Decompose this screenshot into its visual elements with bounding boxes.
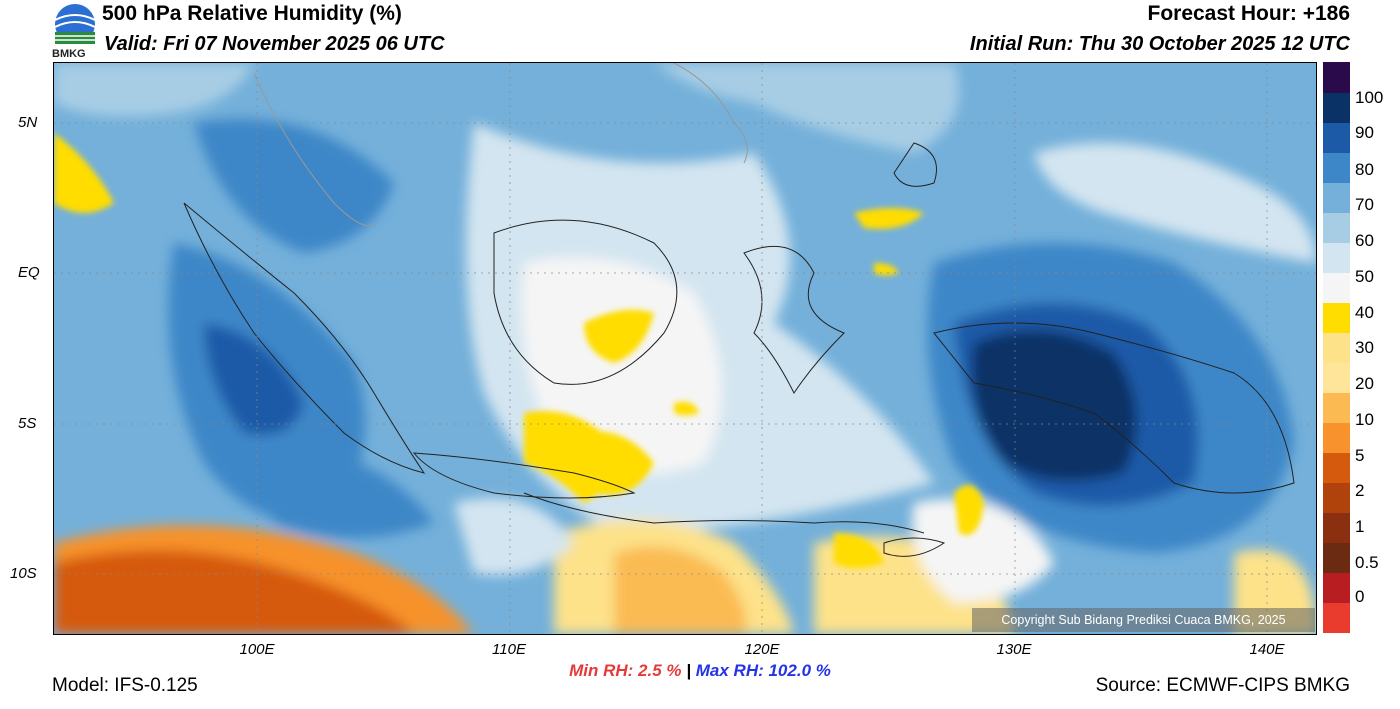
colorbar-segment bbox=[1323, 212, 1350, 243]
colorbar-label: 20 bbox=[1355, 374, 1374, 393]
colorbar-label: 90 bbox=[1355, 123, 1374, 142]
colorbar-segment bbox=[1323, 452, 1350, 484]
lat-label-10s: 10S bbox=[10, 565, 37, 582]
colorbar-label: 50 bbox=[1355, 267, 1374, 286]
colorbar-label: 60 bbox=[1355, 231, 1374, 250]
lon-label-130e: 130E bbox=[996, 641, 1032, 658]
colorbar-segment bbox=[1323, 482, 1350, 514]
colorbar-label: 0.5 bbox=[1355, 553, 1379, 572]
lat-label-eq: EQ bbox=[18, 264, 40, 281]
colorbar-segment bbox=[1323, 572, 1350, 604]
colorbar-label: 2 bbox=[1355, 481, 1365, 500]
colorbar-label: 30 bbox=[1355, 338, 1374, 357]
lon-label-100e: 100E bbox=[239, 641, 275, 658]
lat-label-5n: 5N bbox=[18, 114, 38, 131]
copyright-notice: Copyright Sub Bidang Prediksi Cuaca BMKG… bbox=[972, 608, 1315, 632]
colorbar-label: 100 bbox=[1355, 88, 1384, 107]
map-title: 500 hPa Relative Humidity (%) bbox=[102, 2, 402, 25]
colorbar-segment bbox=[1323, 302, 1350, 333]
stats-separator: | bbox=[686, 661, 692, 680]
colorbar-label: 70 bbox=[1355, 195, 1374, 214]
bmkg-logo: BMKG bbox=[50, 0, 100, 62]
colorbar-segment bbox=[1323, 392, 1350, 424]
colorbar-segment bbox=[1323, 272, 1350, 303]
lon-label-120e: 120E bbox=[744, 641, 780, 658]
lat-label-5s: 5S bbox=[18, 415, 37, 432]
colorbar-segment bbox=[1323, 242, 1350, 273]
colorbar-segment bbox=[1323, 152, 1350, 183]
rh-field bbox=[54, 63, 1316, 634]
humidity-map[interactable] bbox=[53, 62, 1317, 635]
colorbar-label: 80 bbox=[1355, 160, 1374, 179]
colorbar-segment bbox=[1323, 92, 1350, 123]
model-label: Model: IFS-0.125 bbox=[52, 675, 198, 696]
colorbar-label: 1 bbox=[1355, 517, 1365, 536]
rh-stats: Min RH: 2.5 % | Max RH: 102.0 % bbox=[0, 661, 1400, 681]
forecast-hour: Forecast Hour: +186 bbox=[1147, 2, 1351, 25]
colorbar-label: 10 bbox=[1355, 410, 1374, 429]
lon-label-110e: 110E bbox=[492, 641, 526, 658]
logo-text: BMKG bbox=[52, 48, 86, 60]
colorbar-segment bbox=[1323, 362, 1350, 394]
lon-label-140e: 140E bbox=[1249, 641, 1285, 658]
colorbar-segment bbox=[1323, 122, 1350, 153]
colorbar-segment bbox=[1323, 512, 1350, 544]
bmkg-globe-icon bbox=[54, 4, 96, 44]
colorbar-segment bbox=[1323, 542, 1350, 574]
colorbar-segment bbox=[1323, 422, 1350, 454]
colorbar-segment bbox=[1323, 602, 1350, 634]
colorbar-segment bbox=[1323, 182, 1350, 213]
colorbar-segment bbox=[1323, 332, 1350, 364]
colorbar-label: 40 bbox=[1355, 303, 1374, 322]
max-rh: Max RH: 102.0 % bbox=[695, 661, 831, 680]
colorbar-label: 5 bbox=[1355, 446, 1365, 465]
colorbar-label: 0 bbox=[1355, 587, 1365, 606]
min-rh: Min RH: 2.5 % bbox=[569, 661, 682, 680]
colorbar-segment bbox=[1323, 62, 1350, 93]
colorbar bbox=[1323, 62, 1350, 634]
valid-time: Valid: Fri 07 November 2025 06 UTC bbox=[104, 33, 445, 55]
source-label: Source: ECMWF-CIPS BMKG bbox=[1095, 675, 1350, 696]
initial-run: Initial Run: Thu 30 October 2025 12 UTC bbox=[969, 33, 1350, 55]
